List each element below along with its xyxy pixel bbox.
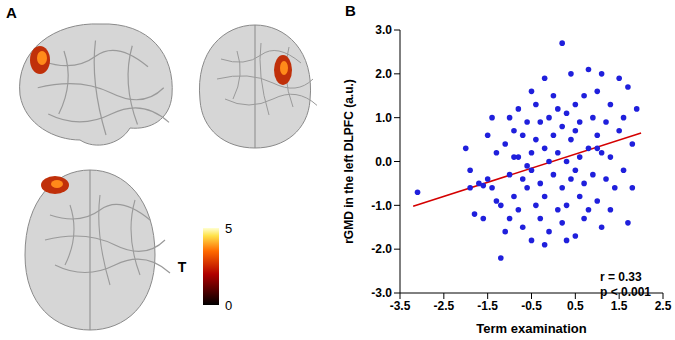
- svg-text:rGMD in the left DLPFC (a.u.): rGMD in the left DLPFC (a.u.): [342, 79, 356, 244]
- svg-text:1.5: 1.5: [611, 299, 628, 313]
- html-text:B: B: [345, 2, 356, 19]
- svg-text:-3.5: -3.5: [390, 299, 411, 313]
- svg-text:2.0: 2.0: [375, 67, 392, 81]
- svg-text:-2.5: -2.5: [433, 299, 454, 313]
- svg-text:T: T: [178, 259, 187, 275]
- svg-text:1.0: 1.0: [375, 111, 392, 125]
- svg-text:-1.5: -1.5: [477, 299, 498, 313]
- svg-text:0: 0: [225, 298, 232, 313]
- html-text:p < 0.001: p < 0.001: [600, 285, 651, 299]
- svg-text:0.5: 0.5: [567, 299, 584, 313]
- svg-text:-2.0: -2.0: [371, 242, 392, 256]
- html-text:r = 0.33: r = 0.33: [600, 270, 642, 284]
- svg-text:A: A: [6, 4, 17, 21]
- svg-text:5: 5: [225, 221, 232, 236]
- svg-text:Term examination: Term examination: [476, 321, 586, 336]
- svg-text:2.5: 2.5: [655, 299, 672, 313]
- svg-text:0.0: 0.0: [375, 155, 392, 169]
- svg-text:-3.0: -3.0: [371, 286, 392, 300]
- svg-text:3.0: 3.0: [375, 23, 392, 37]
- svg-text:-0.5: -0.5: [521, 299, 542, 313]
- svg-text:-1.0: -1.0: [371, 199, 392, 213]
